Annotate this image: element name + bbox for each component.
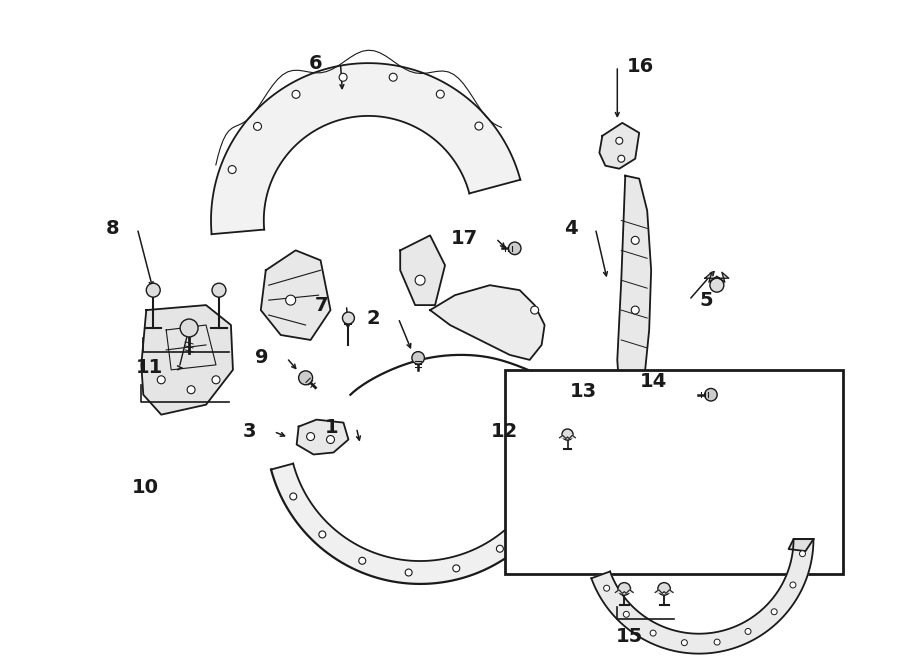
Circle shape bbox=[147, 283, 160, 297]
Circle shape bbox=[453, 565, 460, 572]
Circle shape bbox=[229, 165, 236, 174]
Text: 12: 12 bbox=[491, 422, 518, 441]
Circle shape bbox=[710, 278, 724, 292]
Polygon shape bbox=[788, 539, 814, 551]
Circle shape bbox=[292, 91, 300, 98]
Circle shape bbox=[389, 73, 397, 81]
Circle shape bbox=[554, 470, 560, 477]
Text: 5: 5 bbox=[699, 291, 713, 309]
Circle shape bbox=[745, 629, 751, 635]
Polygon shape bbox=[297, 420, 348, 455]
Text: 4: 4 bbox=[563, 219, 578, 238]
Circle shape bbox=[799, 551, 806, 557]
Text: 6: 6 bbox=[309, 54, 322, 73]
Circle shape bbox=[631, 237, 639, 245]
Polygon shape bbox=[560, 436, 575, 438]
Circle shape bbox=[562, 429, 573, 440]
Text: 7: 7 bbox=[315, 295, 328, 315]
Circle shape bbox=[299, 371, 312, 385]
Circle shape bbox=[180, 319, 198, 337]
Circle shape bbox=[497, 545, 503, 552]
Circle shape bbox=[290, 493, 297, 500]
Circle shape bbox=[705, 389, 717, 401]
Circle shape bbox=[631, 426, 639, 434]
Circle shape bbox=[604, 585, 609, 591]
Text: 10: 10 bbox=[131, 478, 158, 497]
Circle shape bbox=[412, 352, 425, 364]
Circle shape bbox=[618, 582, 631, 595]
Polygon shape bbox=[400, 235, 445, 305]
Polygon shape bbox=[655, 590, 673, 594]
Circle shape bbox=[343, 312, 355, 324]
Circle shape bbox=[359, 557, 365, 564]
Text: 17: 17 bbox=[451, 229, 478, 248]
Circle shape bbox=[631, 376, 639, 384]
Circle shape bbox=[436, 90, 445, 98]
Polygon shape bbox=[211, 63, 520, 234]
Polygon shape bbox=[617, 176, 652, 449]
Polygon shape bbox=[616, 590, 634, 594]
Polygon shape bbox=[261, 251, 330, 340]
Circle shape bbox=[212, 283, 226, 297]
Circle shape bbox=[415, 275, 425, 285]
Circle shape bbox=[631, 306, 639, 314]
Text: 16: 16 bbox=[627, 57, 654, 75]
Circle shape bbox=[714, 639, 720, 645]
Circle shape bbox=[790, 582, 796, 588]
Polygon shape bbox=[599, 123, 639, 169]
Circle shape bbox=[681, 640, 688, 646]
Polygon shape bbox=[591, 539, 814, 654]
Circle shape bbox=[405, 569, 412, 576]
Circle shape bbox=[475, 122, 483, 130]
Circle shape bbox=[508, 242, 521, 254]
Circle shape bbox=[327, 436, 335, 444]
Circle shape bbox=[771, 609, 778, 615]
Circle shape bbox=[285, 295, 296, 305]
Circle shape bbox=[212, 376, 220, 384]
Polygon shape bbox=[141, 305, 233, 414]
Circle shape bbox=[624, 611, 629, 617]
Circle shape bbox=[319, 531, 326, 538]
Circle shape bbox=[339, 73, 347, 81]
Circle shape bbox=[531, 306, 538, 314]
Polygon shape bbox=[271, 441, 574, 584]
Text: 15: 15 bbox=[616, 627, 643, 646]
Text: 14: 14 bbox=[640, 372, 667, 391]
Circle shape bbox=[158, 376, 166, 384]
Bar bbox=[505, 370, 843, 574]
Text: 1: 1 bbox=[325, 418, 338, 437]
Polygon shape bbox=[705, 272, 729, 282]
Circle shape bbox=[187, 386, 195, 394]
Text: 9: 9 bbox=[256, 348, 269, 368]
Text: 3: 3 bbox=[242, 422, 256, 441]
Circle shape bbox=[531, 512, 538, 520]
Circle shape bbox=[650, 630, 656, 636]
Text: 2: 2 bbox=[366, 309, 381, 328]
Circle shape bbox=[617, 155, 625, 162]
Text: 8: 8 bbox=[106, 219, 120, 238]
Text: 11: 11 bbox=[136, 358, 163, 377]
Circle shape bbox=[616, 137, 623, 144]
Circle shape bbox=[658, 582, 670, 595]
Polygon shape bbox=[430, 285, 544, 360]
Circle shape bbox=[307, 432, 315, 440]
Text: 13: 13 bbox=[570, 382, 597, 401]
Circle shape bbox=[254, 122, 262, 130]
